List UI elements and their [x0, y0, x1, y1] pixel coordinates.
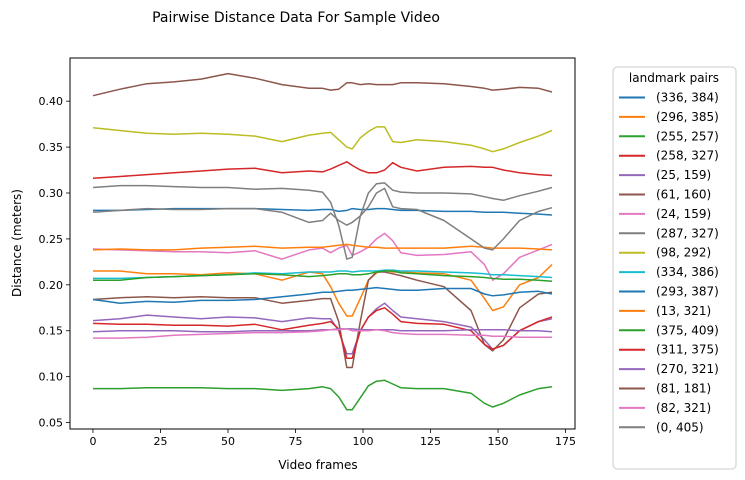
y-tick-label: 0.05	[39, 417, 64, 430]
series-line-13	[92, 307, 553, 360]
legend-label: (311, 375)	[656, 343, 719, 357]
y-tick-label: 0.40	[39, 95, 64, 108]
series-line-4	[92, 302, 553, 355]
series-line-3	[92, 161, 553, 180]
series-line-12	[93, 270, 553, 282]
series-line-16	[93, 328, 552, 339]
legend-label: (258, 327)	[656, 149, 719, 163]
legend-label: (82, 321)	[656, 401, 711, 415]
x-axis-label: Video frames	[278, 458, 357, 472]
series-line-15	[92, 72, 553, 97]
legend-label: (293, 387)	[656, 285, 719, 299]
legend-label: (375, 409)	[656, 323, 719, 337]
legend-label: (98, 292)	[656, 246, 711, 260]
legend-label: (296, 385)	[656, 110, 719, 124]
series-line-2	[93, 379, 553, 411]
legend-label: (61, 160)	[656, 188, 711, 202]
x-tick-label: 75	[288, 435, 302, 448]
series-line-14	[92, 328, 553, 333]
plot-frame	[69, 57, 576, 430]
y-axis-label: Distance (meters)	[10, 189, 24, 297]
legend-label: (334, 386)	[656, 265, 719, 279]
series-line-5	[92, 271, 553, 369]
series-line-8	[92, 126, 553, 153]
y-tick-label: 0.10	[39, 371, 64, 384]
series-line-10	[92, 286, 553, 304]
x-tick-label: 150	[488, 435, 509, 448]
legend-label: (0, 405)	[656, 420, 704, 434]
series-line-17	[92, 187, 553, 251]
series-line-11	[92, 243, 553, 251]
chart-title: Pairwise Distance Data For Sample Video	[152, 10, 440, 26]
series-line-1	[93, 264, 553, 317]
x-tick-label: 25	[153, 435, 167, 448]
y-tick-label: 0.30	[39, 187, 64, 200]
x-tick-label: 50	[221, 435, 235, 448]
legend-label: (81, 181)	[656, 382, 711, 396]
plot-lines	[92, 72, 553, 411]
y-tick-label: 0.25	[39, 233, 64, 246]
legend-label: (336, 384)	[656, 91, 719, 105]
series-line-6	[92, 232, 553, 281]
y-axis: 0.05 0.10 0.15 0.20 0.25 0.30 0.35 0.40	[39, 95, 70, 430]
legend-label: (255, 257)	[656, 129, 719, 143]
legend-label: (287, 327)	[656, 226, 719, 240]
x-axis: 0 25 50 75 100 125 150 175	[89, 429, 576, 448]
y-tick-label: 0.15	[39, 325, 64, 338]
legend-label: (270, 321)	[656, 362, 719, 376]
legend-label: (13, 321)	[656, 304, 711, 318]
legend: landmark pairs (336, 384) (296, 385) (255,…	[612, 66, 737, 470]
y-tick-label: 0.20	[39, 279, 64, 292]
x-tick-label: 0	[89, 435, 96, 448]
x-tick-label: 100	[353, 435, 374, 448]
x-tick-label: 175	[555, 435, 576, 448]
x-tick-label: 125	[420, 435, 441, 448]
y-tick-label: 0.35	[39, 141, 64, 154]
legend-items: (336, 384) (296, 385) (255, 257) (258, 327)…	[619, 91, 719, 434]
legend-title: landmark pairs	[629, 71, 719, 85]
legend-label: (25, 159)	[656, 168, 711, 182]
legend-label: (24, 159)	[656, 207, 711, 221]
